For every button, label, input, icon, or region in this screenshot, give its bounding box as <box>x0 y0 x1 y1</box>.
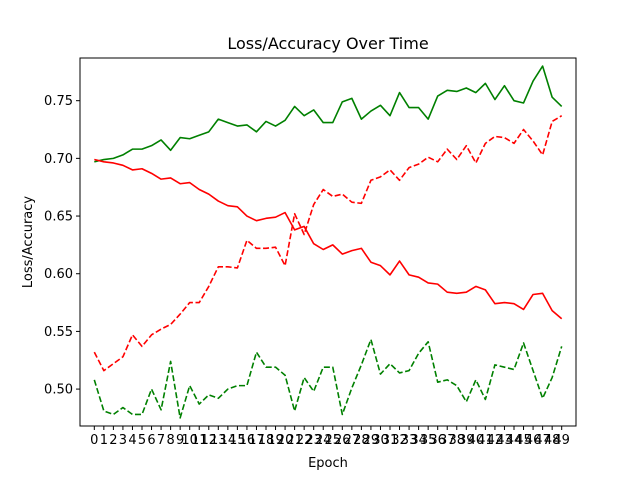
x-tick-label: 19 <box>267 433 284 448</box>
y-axis: 0.50 0.55 0.60 0.65 0.70 0.75 <box>44 94 80 398</box>
x-tick-label: 44 <box>506 433 523 448</box>
x-tick-label: 38 <box>448 433 465 448</box>
x-tick-label: 31 <box>382 433 399 448</box>
x-tick-label: 33 <box>401 433 418 448</box>
x-tick-label: 4 <box>128 433 136 448</box>
x-tick-label: 27 <box>344 433 361 448</box>
x-tick-label: 40 <box>468 433 485 448</box>
x-tick-label: 28 <box>353 433 370 448</box>
x-tick-label: 14 <box>220 433 237 448</box>
x-tick-label: 17 <box>248 433 265 448</box>
x-tick-label: 41 <box>477 433 494 448</box>
x-tick-label: 29 <box>363 433 380 448</box>
x-tick-label: 15 <box>229 433 246 448</box>
x-tick-label: 42 <box>487 433 504 448</box>
x-tick-label: 43 <box>496 433 513 448</box>
x-tick-label: 35 <box>420 433 437 448</box>
x-tick-label: 34 <box>410 433 427 448</box>
y-tick-label: 0.55 <box>44 325 73 340</box>
chart-title: Loss/Accuracy Over Time <box>227 34 428 53</box>
y-tick-label: 0.50 <box>44 383 73 398</box>
x-tick-label: 48 <box>544 433 561 448</box>
series-line-0 <box>94 65 563 163</box>
x-axis: 0 1 2 3 4 5 6 7 8 9101112131415161718192021222324… <box>90 426 570 448</box>
x-tick-label: 10 <box>181 433 198 448</box>
y-tick-label: 0.60 <box>44 267 73 282</box>
x-tick-label: 0 <box>90 433 98 448</box>
x-tick-label: 25 <box>324 433 341 448</box>
x-tick-label: 3 <box>119 433 127 448</box>
x-tick-label: 36 <box>429 433 446 448</box>
x-tick-label: 37 <box>439 433 456 448</box>
x-tick-label: 39 <box>458 433 475 448</box>
x-tick-label: 46 <box>525 433 542 448</box>
x-tick-label: 49 <box>553 433 570 448</box>
x-tick-label: 2 <box>109 433 117 448</box>
x-tick-label: 1 <box>100 433 108 448</box>
y-tick-label: 0.75 <box>44 94 73 109</box>
x-tick-label: 16 <box>239 433 256 448</box>
series-layer <box>93 65 563 419</box>
x-tick-label: 20 <box>277 433 294 448</box>
x-tick-label: 45 <box>515 433 532 448</box>
x-tick-label: 32 <box>391 433 408 448</box>
x-tick-label: 23 <box>305 433 322 448</box>
series-line-1 <box>94 158 563 320</box>
x-tick-label: 7 <box>157 433 165 448</box>
x-tick-label: 22 <box>296 433 313 448</box>
x-tick-label: 9 <box>176 433 184 448</box>
series-line-2 <box>93 114 563 372</box>
x-tick-label: 26 <box>334 433 351 448</box>
x-tick-label: 18 <box>258 433 275 448</box>
x-tick-label: 21 <box>286 433 303 448</box>
x-tick-label: 24 <box>315 433 332 448</box>
x-tick-label: 13 <box>210 433 227 448</box>
plot-frame <box>79 57 577 427</box>
y-tick-label: 0.65 <box>44 210 73 225</box>
series-line-3 <box>93 338 563 419</box>
x-axis-label: Epoch <box>308 456 348 471</box>
x-tick-label: 12 <box>200 433 217 448</box>
x-tick-label: 8 <box>166 433 174 448</box>
x-tick-label: 5 <box>138 433 146 448</box>
y-axis-label: Loss/Accuracy <box>21 196 36 289</box>
x-tick-label: 30 <box>372 433 389 448</box>
x-tick-label: 11 <box>191 433 208 448</box>
y-tick-label: 0.70 <box>44 152 73 167</box>
x-tick-label: 47 <box>534 433 551 448</box>
x-tick-label: 6 <box>147 433 155 448</box>
